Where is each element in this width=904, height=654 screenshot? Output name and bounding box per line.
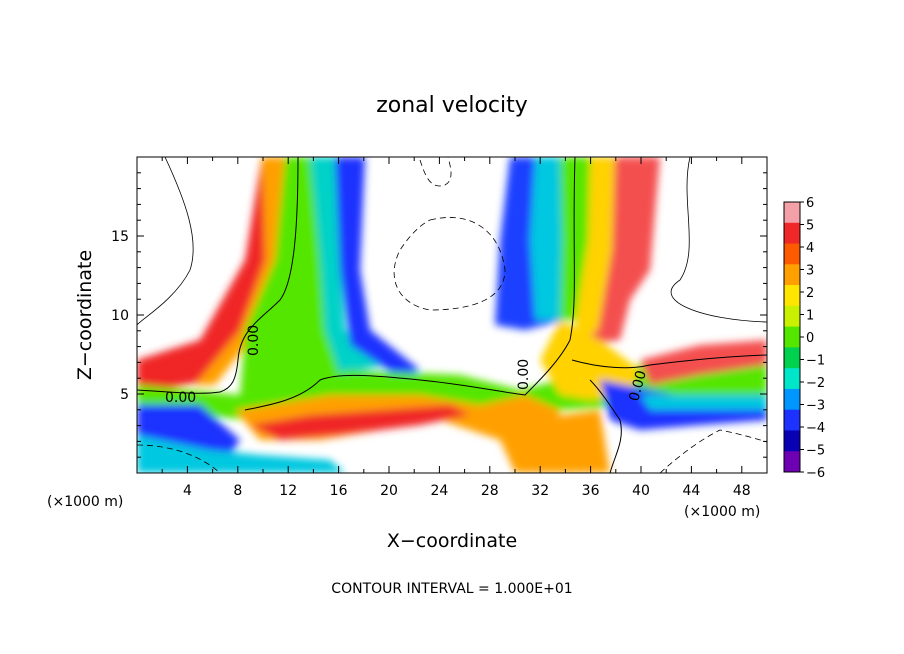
field-left-band-orange [195, 157, 290, 385]
y-tick-label: 15 [111, 229, 129, 245]
x-tick-label: 48 [733, 483, 751, 499]
field-center-cyan [310, 157, 385, 375]
x-unit-left: (×1000 m) [47, 494, 123, 510]
contour-zero-lower-right [589, 379, 622, 473]
x-tick-label: 8 [233, 483, 242, 499]
colorbar-swatch [784, 326, 800, 348]
x-tick-label: 32 [531, 483, 549, 499]
x-tick-label: 28 [481, 483, 499, 499]
colorbar-tick-label: 6 [806, 196, 814, 211]
footer-contour-interval: CONTOUR INTERVAL = 1.000E+01 [331, 581, 572, 597]
colorbar-swatch [784, 388, 800, 411]
field-low-jet [235, 395, 560, 473]
contour-positive-right [670, 157, 767, 323]
contour-zero-right [571, 354, 767, 369]
colorbar-swatch [784, 368, 800, 390]
field-lower-right-cyan [640, 395, 767, 410]
colorbar-tick-label: 3 [806, 264, 814, 279]
field-right-low-level [640, 340, 767, 385]
y-tick-label: 10 [111, 308, 129, 324]
colorbar-tick-label: −3 [806, 399, 825, 414]
colorbar-tick-label: −2 [806, 376, 825, 391]
colorbar-swatch [784, 430, 800, 452]
field-low-jet-red [250, 405, 470, 440]
x-axis-ticks: 4 8 12 16 20 24 28 32 36 40 44 48 [161, 157, 751, 499]
x-tick-label: 24 [430, 483, 448, 499]
field-right-column-green [560, 157, 590, 320]
x-tick-label: 44 [682, 483, 700, 499]
colorbar-tick-label: −5 [806, 444, 825, 459]
contour-zero-left [137, 157, 299, 394]
colorbar-tick-label: −4 [806, 421, 825, 436]
colorbar-tick-label: 2 [806, 286, 814, 301]
field-center-blue [335, 157, 420, 378]
contour-zero-mid [244, 157, 576, 411]
colorbar: 6 5 4 3 2 1 0 −1 −2 −3 −4 −5 −6 [783, 196, 825, 481]
colorbar-swatch [784, 285, 800, 307]
x-tick-label: 4 [183, 483, 192, 499]
contour-positive-left [137, 157, 194, 326]
x-axis-label: X−coordinate [387, 530, 517, 552]
x-tick-label: 16 [330, 483, 348, 499]
contour-negative-dashed-4 [659, 429, 767, 473]
y-tick-label: 5 [120, 387, 129, 403]
chart-title: zonal velocity [376, 93, 528, 118]
colorbar-tick-label: −6 [806, 466, 825, 481]
field-lower-left-negative [137, 405, 240, 455]
colorbar-swatch [784, 264, 800, 286]
x-tick-label: 40 [632, 483, 650, 499]
colorbar-swatch [784, 202, 800, 224]
colorbar-tick-label: 0 [806, 331, 814, 346]
colorbar-swatch [784, 409, 800, 431]
contour-negative-dashed-1 [393, 217, 506, 311]
y-axis-label: Z−coordinate [74, 250, 96, 380]
field-right-mid-yellow [540, 320, 640, 400]
colorbar-swatch [784, 451, 800, 473]
colorbar-tick-label: 4 [806, 241, 814, 256]
contour-label: 0.00 [246, 325, 262, 356]
contour-negative-dashed-2 [419, 157, 452, 187]
colorbar-swatch [784, 243, 800, 265]
field-bottom-center [520, 410, 610, 473]
contour-label: 0.00 [165, 390, 196, 406]
colorbar-tick-label: 1 [806, 309, 814, 324]
y-axis-ticks: 5 10 15 [111, 172, 767, 458]
velocity-field [137, 157, 767, 473]
colorbar-tick-label: −1 [806, 354, 825, 369]
contour-label: 0.00 [516, 359, 532, 390]
plot-area: 0.00 0.00 0.00 0.00 4 8 12 16 20 24 28 32 36 40 44… [111, 156, 768, 499]
colorbar-tick-label: 5 [806, 219, 814, 234]
x-tick-label: 12 [279, 483, 297, 499]
field-lower-left-cyan [137, 435, 345, 473]
contour-negative-dashed-3 [137, 444, 221, 473]
x-tick-label: 20 [380, 483, 398, 499]
colorbar-swatch [784, 347, 800, 369]
contour-label: 0.00 [626, 369, 650, 403]
x-tick-label: 36 [582, 483, 600, 499]
colorbar-swatch [784, 305, 800, 328]
x-unit-right: (×1000 m) [684, 504, 760, 520]
colorbar-swatch [784, 222, 800, 245]
